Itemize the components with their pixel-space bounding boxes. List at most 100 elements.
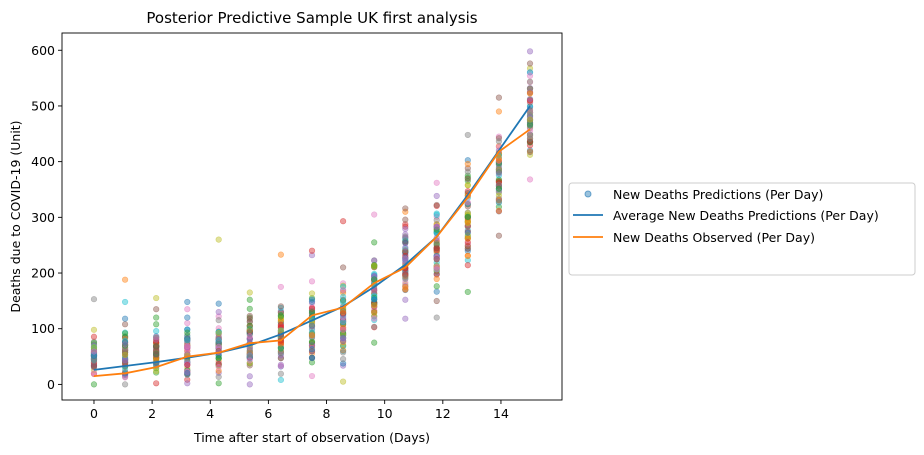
prediction-point (153, 306, 160, 313)
prediction-point (464, 223, 471, 230)
x-tick-label: 6 (264, 406, 272, 421)
prediction-point (464, 182, 471, 189)
prediction-point (153, 341, 160, 348)
prediction-point (495, 185, 503, 192)
prediction-point (308, 338, 316, 346)
prediction-point (526, 95, 534, 103)
prediction-point (526, 176, 534, 183)
prediction-point (433, 255, 440, 263)
prediction-point (246, 322, 253, 329)
prediction-point (153, 334, 160, 341)
prediction-point (433, 314, 440, 321)
prediction-point (153, 328, 160, 335)
prediction-point (340, 286, 347, 293)
prediction-point (433, 211, 440, 218)
prediction-point (371, 262, 378, 269)
prediction-point (340, 309, 347, 316)
prediction-point (340, 378, 347, 385)
prediction-point (495, 198, 503, 206)
prediction-point (464, 262, 471, 269)
prediction-point (340, 362, 347, 369)
prediction-point (184, 306, 191, 313)
x-tick-label: 0 (90, 406, 98, 421)
prediction-point (526, 48, 534, 55)
prediction-point (495, 232, 503, 239)
prediction-point (184, 343, 191, 350)
prediction-point (308, 307, 316, 314)
prediction-point (371, 296, 378, 303)
prediction-point (526, 132, 534, 139)
prediction-point (246, 305, 253, 312)
prediction-point (464, 245, 471, 252)
prediction-point (433, 275, 440, 283)
prediction-point (464, 247, 471, 255)
prediction-point (90, 381, 98, 388)
prediction-point (495, 167, 503, 174)
prediction-point (495, 154, 503, 162)
prediction-point (371, 316, 378, 324)
prediction-point (402, 286, 409, 293)
y-tick-label: 600 (31, 43, 55, 58)
prediction-point (308, 290, 316, 297)
prediction-point (495, 94, 503, 101)
x-tick-label: 8 (323, 406, 331, 421)
prediction-point (277, 376, 284, 384)
legend-entry-predictions: New Deaths Predictions (Per Day) (613, 187, 823, 202)
prediction-point (433, 288, 440, 295)
prediction-point (308, 346, 316, 353)
prediction-point (277, 370, 284, 377)
prediction-point (184, 326, 191, 333)
prediction-point (121, 366, 129, 373)
prediction-point (433, 283, 440, 290)
prediction-point (433, 221, 440, 228)
prediction-point (121, 276, 129, 283)
x-tick-label: 14 (493, 406, 509, 421)
prediction-point (308, 372, 316, 380)
prediction-point (184, 329, 191, 336)
prediction-point (90, 362, 98, 370)
prediction-point (308, 278, 316, 285)
prediction-point (277, 251, 284, 258)
prediction-point (464, 239, 471, 246)
prediction-point (371, 239, 378, 246)
prediction-point (215, 329, 222, 337)
prediction-point (371, 323, 378, 330)
prediction-point (433, 223, 440, 230)
prediction-point (246, 362, 253, 369)
prediction-point (433, 244, 440, 252)
prediction-point (153, 367, 160, 375)
prediction-point (121, 351, 129, 358)
prediction-point (153, 321, 160, 328)
prediction-point (308, 354, 316, 361)
prediction-point (121, 357, 129, 364)
prediction-point (340, 349, 347, 356)
prediction-point (526, 97, 534, 104)
prediction-point (402, 205, 409, 212)
prediction-point (90, 296, 98, 303)
prediction-point (464, 213, 471, 220)
x-tick-label: 4 (206, 406, 214, 421)
prediction-point (402, 315, 409, 322)
y-tick-label: 0 (47, 377, 55, 392)
prediction-point (495, 192, 503, 199)
prediction-point (340, 293, 347, 300)
prediction-point (90, 348, 98, 355)
prediction-point (340, 299, 347, 306)
prediction-point (464, 131, 471, 139)
prediction-point (495, 138, 503, 145)
prediction-point (215, 363, 222, 371)
prediction-point (495, 170, 503, 177)
prediction-point (90, 344, 98, 351)
prediction-point (90, 352, 98, 360)
prediction-point (184, 361, 191, 369)
prediction-point (526, 60, 534, 67)
prediction-point (340, 280, 347, 287)
prediction-point (153, 369, 160, 376)
prediction-point (308, 348, 316, 355)
prediction-point (402, 221, 409, 228)
legend-entry-average: Average New Deaths Predictions (Per Day) (613, 208, 879, 223)
prediction-point (526, 90, 534, 97)
prediction-point (215, 236, 222, 243)
prediction-point (340, 324, 347, 332)
